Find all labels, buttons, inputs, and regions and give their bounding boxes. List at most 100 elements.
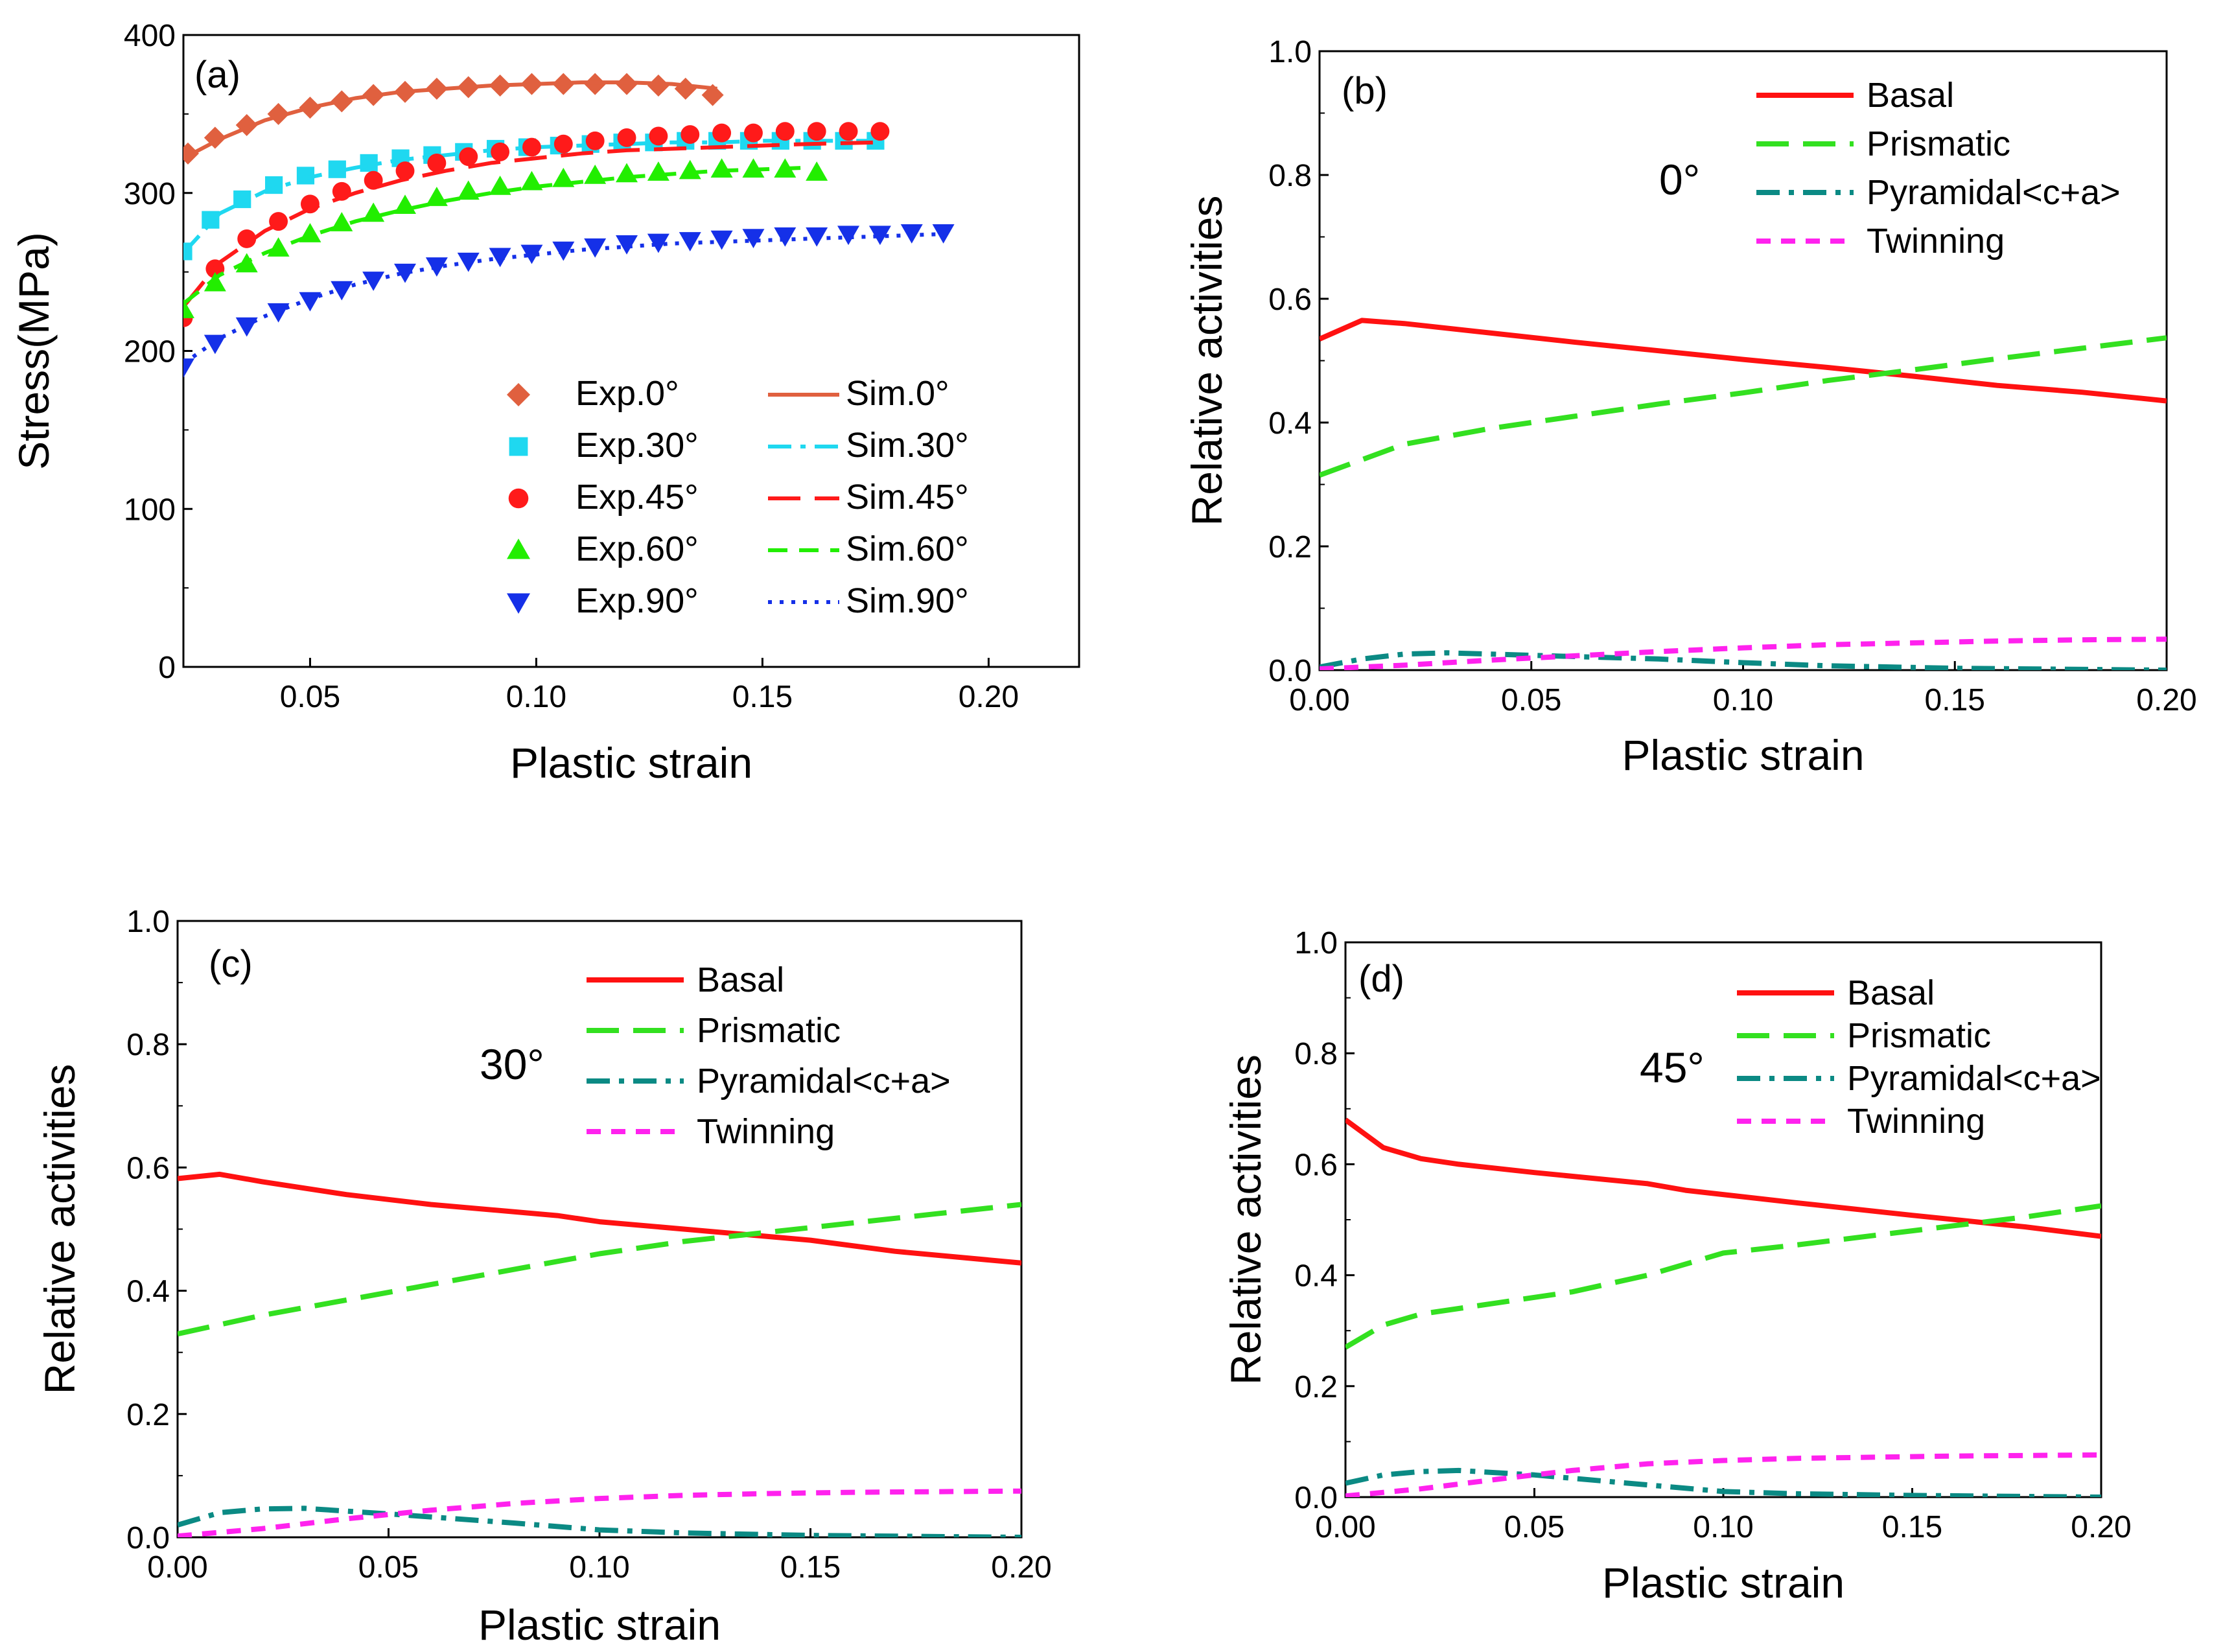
data-point xyxy=(459,147,478,167)
y-tick-label: 0.0 xyxy=(1294,1481,1338,1515)
data-point xyxy=(774,227,797,247)
chart-panel-d: 0.00 0.05 0.10 0.15 0.20 0.0 0.2 0.4 0.6 0.8 1.0 Pl… xyxy=(1222,926,2132,1607)
angle-annotation: 30° xyxy=(480,1040,544,1088)
series-line xyxy=(178,1202,1021,1337)
angle-annotation: 0° xyxy=(1659,156,1700,204)
data-layer xyxy=(1345,1117,2101,1497)
data-point xyxy=(616,163,638,183)
legend-label: Pyramidal<c+a> xyxy=(1847,1059,2101,1098)
series-line xyxy=(178,1171,1021,1266)
y-tick-label: 400 xyxy=(124,19,176,53)
legend-label: Sim.30° xyxy=(846,426,969,465)
data-point xyxy=(553,134,573,154)
series-line xyxy=(1345,1117,2101,1239)
y-tick-label: 0.4 xyxy=(1268,406,1312,441)
y-tick-label: 1.0 xyxy=(1294,926,1338,960)
data-point xyxy=(204,272,226,292)
legend: Exp.0° Exp.30° Exp.45° Exp.60° Exp.90° Sim.0°… xyxy=(507,374,969,620)
legend: Basal Prismatic Pyramidal<c+a> Twinning xyxy=(587,960,951,1151)
series-line xyxy=(178,1506,1021,1537)
legend-label: Basal xyxy=(1847,973,1935,1012)
chart-panel-c: 0.00 0.05 0.10 0.15 0.20 0.0 0.2 0.4 0.6 0.8 1.0 Pl… xyxy=(36,905,1052,1649)
series-line xyxy=(183,80,717,160)
series-sim-30- xyxy=(183,139,876,255)
data-point xyxy=(425,257,448,277)
legend: Basal Prismatic Pyramidal<c+a> Twinning xyxy=(1756,76,2121,261)
data-point xyxy=(491,142,510,161)
series-exp-0- xyxy=(183,73,724,165)
x-axis-label: Plastic strain xyxy=(1602,1559,1845,1607)
y-tick-label: 0.4 xyxy=(1294,1259,1338,1294)
data-point xyxy=(647,75,669,97)
legend-label: Basal xyxy=(1867,76,1954,115)
x-tick-label: 0.15 xyxy=(780,1550,841,1585)
x-tick-label: 0.20 xyxy=(959,680,1019,714)
legend-label: Basal xyxy=(697,960,784,999)
series-prismatic xyxy=(1320,335,2167,478)
series-pyramidal-c-a- xyxy=(178,1506,1021,1537)
legend-label: Twinning xyxy=(697,1112,835,1151)
series-twinning xyxy=(178,1488,1021,1537)
legend-label: Sim.90° xyxy=(846,581,969,620)
series-sim-60- xyxy=(183,165,808,305)
x-tick-label: 0.20 xyxy=(2071,1510,2131,1544)
x-tick-label: 0.15 xyxy=(1882,1510,1942,1544)
series-sim-45- xyxy=(183,140,876,308)
series-line xyxy=(1320,335,2167,478)
chart-panel-a: 0.05 0.10 0.15 0.20 0 100 200 300 400 Plastic str… xyxy=(10,19,1080,787)
data-point xyxy=(617,128,636,147)
series-exp-45- xyxy=(183,122,890,327)
legend-label: Pyramidal<c+a> xyxy=(697,1062,951,1100)
data-point xyxy=(394,263,417,283)
series-line xyxy=(1345,1467,2101,1497)
y-tick-label: 0.0 xyxy=(126,1521,170,1555)
series-line xyxy=(183,232,944,366)
x-tick-label: 0.00 xyxy=(1289,683,1349,717)
data-point xyxy=(647,161,669,181)
panel-label: (b) xyxy=(1342,70,1388,112)
legend-label: Pyramidal<c+a> xyxy=(1867,173,2121,212)
data-point xyxy=(360,154,378,172)
series-exp-90- xyxy=(183,224,955,378)
data-point xyxy=(616,235,638,255)
y-tick-label: 0.8 xyxy=(126,1028,170,1062)
data-point xyxy=(204,334,226,355)
x-tick-label: 0.10 xyxy=(1713,683,1773,717)
legend-label: Sim.60° xyxy=(846,529,969,568)
angle-annotation: 45° xyxy=(1640,1043,1705,1091)
x-tick-label: 0.05 xyxy=(280,680,340,714)
plot-frame xyxy=(176,920,1023,1539)
data-point xyxy=(520,244,543,264)
data-point xyxy=(362,272,385,291)
series-line xyxy=(178,1488,1021,1537)
series-sim-0- xyxy=(183,80,717,160)
x-tick-label: 0.10 xyxy=(569,1550,629,1585)
data-point xyxy=(427,153,447,172)
x-tick-label: 0.20 xyxy=(991,1550,1051,1585)
x-tick-label: 0.00 xyxy=(1315,1510,1375,1544)
legend-label: Exp.45° xyxy=(576,478,699,517)
data-layer xyxy=(1320,318,2167,670)
data-point xyxy=(870,122,890,141)
y-tick-label: 0.4 xyxy=(126,1275,170,1309)
x-tick-label: 0.05 xyxy=(1504,1510,1565,1544)
y-tick-label: 0.2 xyxy=(126,1398,170,1432)
legend-label: Prismatic xyxy=(697,1011,841,1050)
data-point xyxy=(299,292,321,312)
data-point xyxy=(328,160,346,178)
y-tick-label: 0.6 xyxy=(1294,1148,1338,1182)
series-line xyxy=(1345,1203,2101,1350)
data-point xyxy=(674,77,697,100)
legend-label: Prismatic xyxy=(1867,124,2010,163)
data-point xyxy=(868,226,891,246)
y-tick-label: 1.0 xyxy=(1268,35,1312,69)
series-pyramidal-c-a- xyxy=(1345,1467,2101,1497)
x-axis-label: Plastic strain xyxy=(510,739,752,787)
y-tick-label: 0 xyxy=(158,651,176,685)
chart-panel-b: 0.00 0.05 0.10 0.15 0.20 0.0 0.2 0.4 0.6 0.8 1.0 Pl… xyxy=(1183,35,2197,779)
y-tick-label: 0.2 xyxy=(1294,1370,1338,1404)
x-tick-label: 0.10 xyxy=(1693,1510,1753,1544)
series-twinning xyxy=(1345,1452,2101,1497)
series-line xyxy=(1345,1452,2101,1497)
data-point xyxy=(585,131,605,150)
